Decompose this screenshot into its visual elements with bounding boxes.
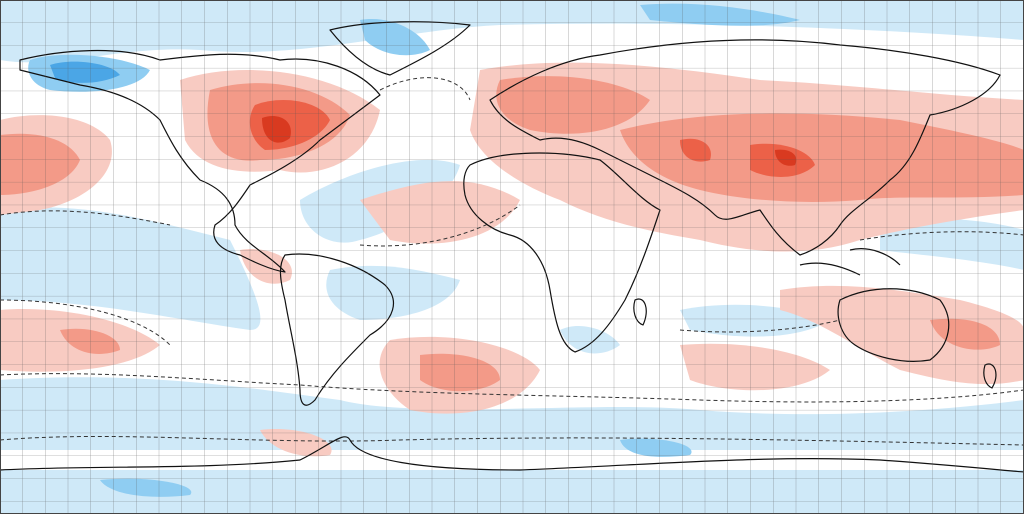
anomaly-map	[0, 0, 1024, 514]
page: (() => { const data = JSON.parse(documen…	[0, 0, 1024, 514]
graticule	[0, 0, 1024, 514]
